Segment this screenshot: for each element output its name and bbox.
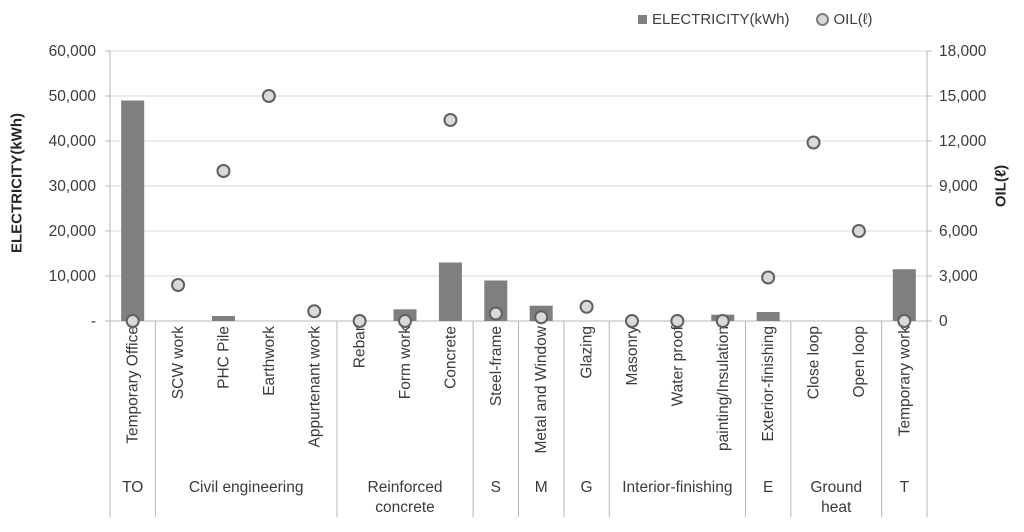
electricity-square-icon — [638, 15, 647, 24]
right-tick-label: 9,000 — [939, 178, 978, 195]
category-label: Form work — [397, 326, 414, 399]
oil-point — [897, 314, 912, 328]
category-label: Temporary work — [896, 326, 913, 436]
group-label: E — [763, 479, 773, 496]
left-tick-label: 30,000 — [49, 178, 97, 195]
group-label: G — [581, 479, 593, 496]
oil-point — [670, 314, 685, 328]
left-tick-label: 10,000 — [49, 268, 97, 285]
electricity-bar — [438, 262, 462, 321]
oil-point — [307, 304, 322, 319]
group-label: Interior-finishing — [622, 479, 732, 496]
oil-point — [534, 310, 549, 325]
group-label: M — [535, 479, 548, 496]
category-label: SCW work — [170, 326, 187, 399]
category-label: Water proof — [669, 325, 686, 406]
oil-point — [761, 270, 776, 285]
group-label: Civil engineering — [189, 479, 304, 496]
group-label: Reinforced concrete — [368, 479, 443, 516]
legend-item-electricity: ELECTRICITY(kWh) — [638, 11, 790, 28]
legend-item-oil: OIL(ℓ) — [815, 11, 873, 28]
category-label: Temporary Office — [125, 326, 142, 444]
category-label: Metal and Window — [533, 325, 550, 453]
oil-point — [579, 299, 594, 314]
category-label: Steel-frame — [488, 326, 505, 406]
left-tick-label: 50,000 — [49, 88, 97, 105]
group-label: TO — [122, 479, 143, 496]
oil-point — [806, 135, 821, 150]
category-label: Exterior-finishing — [760, 326, 777, 441]
category-label: Glazing — [579, 326, 596, 379]
oil-point — [125, 314, 140, 328]
left-tick-label: 20,000 — [49, 223, 97, 240]
legend-label-electricity: ELECTRICITY(kWh) — [652, 11, 790, 28]
electricity-bar — [756, 312, 780, 321]
electricity-bar — [211, 316, 235, 321]
category-label: Concrete — [442, 326, 459, 389]
oil-point — [261, 89, 276, 103]
category-label: Earthwork — [261, 326, 278, 396]
oil-point — [488, 306, 503, 321]
oil-circle-icon — [815, 13, 829, 26]
category-label: Masonry — [624, 326, 641, 386]
oil-point — [398, 314, 413, 328]
right-tick-label: 3,000 — [939, 268, 978, 285]
left-tick-label: 60,000 — [49, 43, 97, 60]
oil-point — [171, 278, 186, 292]
right-tick-label: 18,000 — [939, 43, 987, 60]
oil-point — [851, 224, 866, 238]
right-tick-label: 0 — [939, 313, 948, 330]
oil-point — [216, 164, 231, 178]
left-tick-label: - — [91, 313, 96, 330]
right-tick-label: 6,000 — [939, 223, 978, 240]
category-label: Rebar — [352, 326, 369, 368]
electricity-bar — [892, 269, 916, 321]
right-tick-label: 15,000 — [939, 88, 987, 105]
category-label: Open loop — [851, 326, 868, 398]
oil-point — [443, 113, 458, 127]
group-label: S — [491, 479, 501, 496]
group-label: T — [900, 479, 910, 496]
oil-point — [715, 314, 730, 328]
legend: ELECTRICITY(kWh) OIL(ℓ) — [638, 11, 873, 28]
category-label: Close loop — [806, 326, 823, 399]
left-tick-label: 40,000 — [49, 133, 97, 150]
group-label: Ground heat — [810, 479, 862, 516]
category-label: painting/Insulation — [715, 326, 732, 451]
electricity-bar — [121, 100, 145, 321]
right-tick-label: 12,000 — [939, 133, 987, 150]
category-label: Appurtenant work — [306, 326, 323, 448]
oil-point — [352, 314, 367, 328]
oil-point — [624, 314, 639, 328]
category-label: PHC Pile — [215, 326, 232, 389]
legend-label-oil: OIL(ℓ) — [833, 11, 873, 28]
